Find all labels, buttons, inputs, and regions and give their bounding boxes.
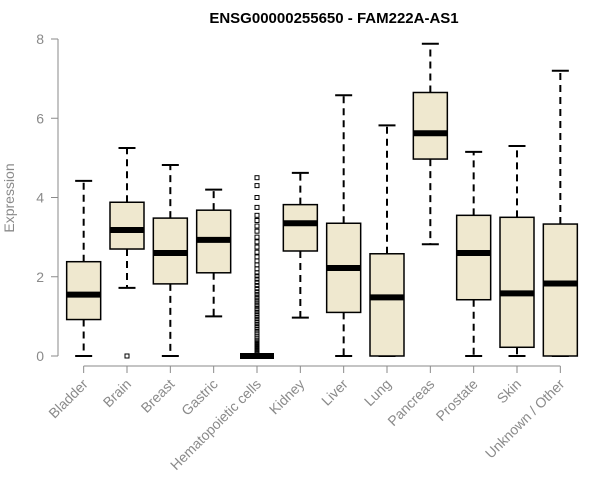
- box-liver: [325, 94, 362, 357]
- outlier-point: [254, 279, 260, 285]
- box-gastric: [195, 188, 232, 318]
- x-tick-label: Gastric: [178, 376, 221, 419]
- outlier-point: [254, 244, 260, 250]
- box-iqr: [542, 223, 579, 357]
- box-iqr: [455, 214, 492, 301]
- box-iqr: [109, 201, 145, 250]
- x-tick-label: Breast: [138, 376, 178, 416]
- box-prostate: [455, 150, 492, 357]
- outlier-point: [124, 353, 130, 359]
- box-lung: [369, 124, 405, 357]
- outlier-point: [254, 258, 260, 264]
- outlier-point: [254, 212, 260, 218]
- outlier-point: [254, 292, 260, 298]
- outlier-point: [254, 249, 260, 255]
- box-iqr: [282, 203, 319, 252]
- box-kidney: [282, 171, 319, 319]
- outlier-point: [254, 303, 260, 309]
- outlier-point: [254, 183, 260, 189]
- outlier-point: [254, 217, 260, 223]
- outlier-point: [254, 273, 260, 279]
- box-iqr: [369, 253, 405, 357]
- outlier-point: [254, 289, 260, 295]
- y-tick-label: 6: [36, 110, 44, 126]
- y-axis: 0 2 4 6 8: [36, 31, 59, 364]
- x-tick-label: Kidney: [266, 376, 308, 418]
- box-unknown-other: [542, 69, 579, 357]
- outlier-point: [254, 266, 260, 272]
- outlier-point: [254, 276, 260, 282]
- y-tick-label: 2: [36, 269, 44, 285]
- box-group: [65, 42, 579, 359]
- outlier-point: [254, 195, 260, 200]
- outlier-point: [254, 254, 260, 260]
- y-tick-label: 4: [36, 190, 44, 206]
- outlier-point: [254, 297, 260, 303]
- outlier-point: [254, 228, 260, 234]
- box-skin: [499, 144, 535, 357]
- box-pancreas: [412, 42, 449, 246]
- outlier-point: [254, 234, 260, 240]
- outlier-point: [254, 175, 260, 181]
- outlier-point: [254, 305, 260, 311]
- x-tick-label: Liver: [318, 376, 351, 409]
- box-brain: [109, 146, 145, 359]
- y-tick-label: 0: [36, 348, 44, 364]
- box-hematopoietic-cells: [240, 175, 274, 359]
- box-iqr: [412, 91, 449, 160]
- outlier-point: [254, 286, 260, 292]
- box-bladder: [65, 179, 102, 357]
- x-tick-label: Bladder: [45, 376, 91, 422]
- x-tick-label: Lung: [361, 376, 394, 409]
- outlier-point: [254, 223, 260, 229]
- x-tick-label: Brain: [100, 376, 134, 410]
- box-iqr: [499, 216, 535, 349]
- chart-title: ENSG00000255650 - FAM222A-AS1: [209, 10, 458, 27]
- x-tick-label: Unknown / Other: [482, 376, 568, 462]
- x-tick-label: Prostate: [433, 376, 481, 424]
- y-tick-label: 8: [36, 31, 44, 47]
- outlier-point: [254, 282, 260, 288]
- outlier-point: [254, 262, 260, 268]
- x-tick-label: Skin: [494, 376, 525, 407]
- outlier-point: [254, 204, 260, 210]
- y-axis-label: Expression: [1, 163, 17, 232]
- outlier-point: [254, 239, 260, 245]
- x-tick-label: Pancreas: [384, 376, 437, 429]
- box-breast: [152, 164, 189, 357]
- outlier-point: [254, 294, 260, 300]
- outlier-point: [254, 300, 260, 306]
- box-iqr: [65, 260, 102, 321]
